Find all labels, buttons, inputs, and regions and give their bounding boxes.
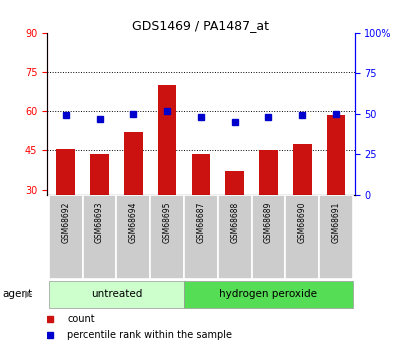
Text: GSM68694: GSM68694	[128, 202, 137, 243]
Bar	[184, 195, 217, 279]
Text: count: count	[67, 314, 94, 324]
Bar	[251, 195, 285, 279]
Bar	[258, 150, 277, 195]
Text: GSM68688: GSM68688	[229, 202, 238, 243]
Text: GSM68692: GSM68692	[61, 202, 70, 243]
Bar	[157, 85, 176, 195]
Bar	[285, 195, 318, 279]
Bar	[191, 155, 210, 195]
Bar	[90, 155, 108, 195]
Bar	[184, 280, 352, 308]
Text: percentile rank within the sample: percentile rank within the sample	[67, 330, 231, 340]
Title: GDS1469 / PA1487_at: GDS1469 / PA1487_at	[132, 19, 269, 32]
Bar	[49, 195, 83, 279]
Bar	[150, 195, 184, 279]
Bar	[83, 195, 116, 279]
Bar	[292, 144, 311, 195]
Bar	[124, 132, 142, 195]
Bar	[217, 195, 251, 279]
Text: hydrogen peroxide: hydrogen peroxide	[219, 289, 317, 299]
Text: GSM68689: GSM68689	[263, 202, 272, 243]
Bar	[56, 149, 75, 195]
Bar	[49, 280, 184, 308]
Text: GSM68687: GSM68687	[196, 202, 205, 243]
Text: ▶: ▶	[25, 289, 33, 299]
Text: GSM68695: GSM68695	[162, 202, 171, 243]
Text: untreated: untreated	[90, 289, 142, 299]
Text: GSM68693: GSM68693	[95, 202, 104, 243]
Bar	[225, 171, 243, 195]
Text: GSM68691: GSM68691	[331, 202, 340, 243]
Text: agent: agent	[2, 289, 32, 299]
Bar	[116, 195, 150, 279]
Bar	[326, 115, 344, 195]
Bar	[318, 195, 352, 279]
Text: GSM68690: GSM68690	[297, 202, 306, 243]
